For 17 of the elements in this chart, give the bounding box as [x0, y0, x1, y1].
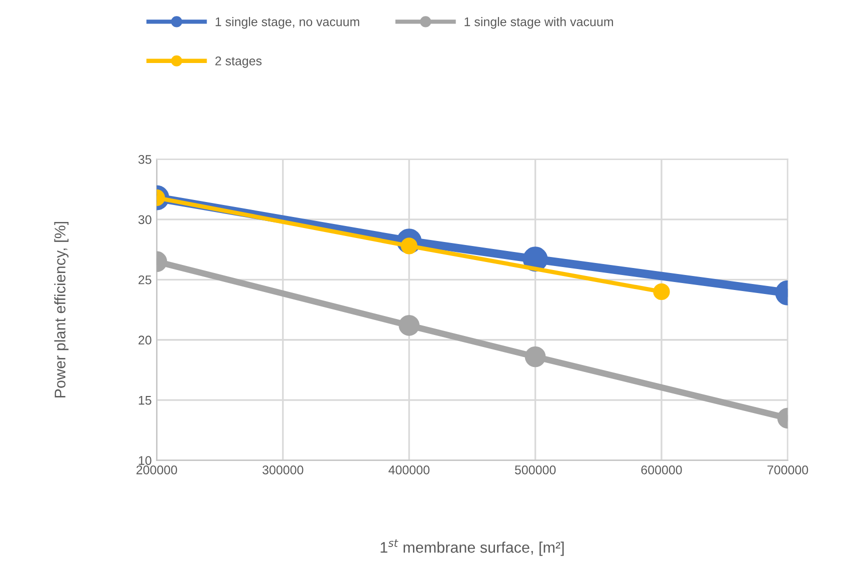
y-tick-label: 10: [138, 456, 152, 465]
x-tick-label: 400000: [388, 465, 430, 474]
x-axis-title: 1$^{st}$ membrane surface, [m²]: [380, 539, 564, 556]
x-tick-label: 600000: [641, 465, 682, 474]
x-tick-label: 700000: [767, 465, 808, 474]
y-axis-title: Power plant efficiency, [%]: [54, 222, 68, 398]
y-tick-label: 35: [138, 155, 152, 164]
legend-label: 2 stages: [215, 56, 262, 68]
legend-label: 1 single stage with vacuum: [464, 17, 613, 29]
y-tick-label: 30: [138, 215, 152, 224]
legend-label: 1 single stage, no vacuum: [216, 17, 360, 29]
y-tick-label: 15: [138, 396, 152, 405]
y-tick-label: 25: [138, 275, 152, 284]
x-tick-label: 200000: [136, 465, 178, 474]
y-tick-label: 20: [138, 336, 152, 345]
x-tick-label: 500000: [514, 465, 556, 474]
x-tick-label: 300000: [262, 465, 304, 474]
